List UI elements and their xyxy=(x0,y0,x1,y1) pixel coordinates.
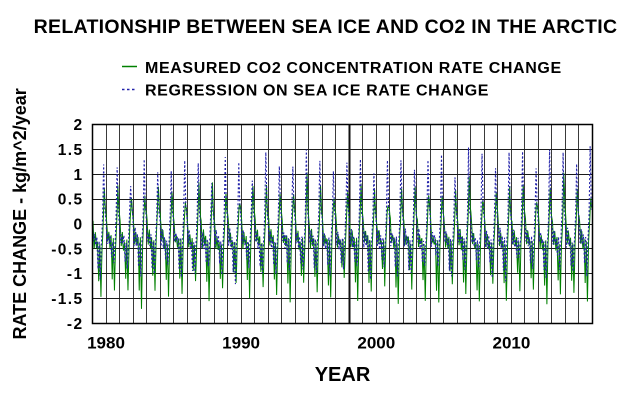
svg-text:2000: 2000 xyxy=(357,334,395,353)
svg-text:RATE CHANGE - kg/m^2/year: RATE CHANGE - kg/m^2/year xyxy=(10,88,30,339)
svg-text:-0.5: -0.5 xyxy=(51,241,83,258)
svg-text:1: 1 xyxy=(73,167,83,184)
svg-text:-1.5: -1.5 xyxy=(51,291,83,308)
svg-text:1980: 1980 xyxy=(87,334,125,353)
svg-text:1990: 1990 xyxy=(222,334,260,353)
svg-text:0.5: 0.5 xyxy=(58,192,84,209)
svg-text:-2: -2 xyxy=(67,316,84,333)
svg-text:YEAR: YEAR xyxy=(315,364,371,386)
svg-text:MEASURED CO2 CONCENTRATION RAT: MEASURED CO2 CONCENTRATION RATE CHANGE xyxy=(145,60,562,77)
svg-text:-1: -1 xyxy=(67,266,84,283)
svg-text:2: 2 xyxy=(73,117,83,134)
svg-text:2010: 2010 xyxy=(492,334,530,353)
svg-text:0: 0 xyxy=(73,217,83,234)
svg-text:RELATIONSHIP BETWEEN SEA ICE A: RELATIONSHIP BETWEEN SEA ICE AND CO2 IN … xyxy=(34,16,618,38)
svg-text:1.5: 1.5 xyxy=(58,142,84,159)
svg-text:REGRESSION ON SEA ICE RATE CHA: REGRESSION ON SEA ICE RATE CHANGE xyxy=(145,82,489,99)
